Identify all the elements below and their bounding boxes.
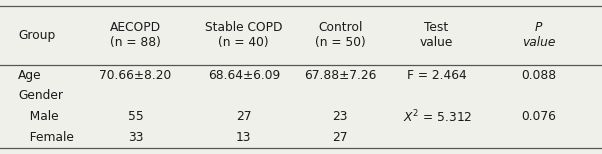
Text: Male: Male bbox=[18, 110, 58, 123]
Text: AECOPD
(n = 88): AECOPD (n = 88) bbox=[110, 21, 161, 49]
Text: Control
(n = 50): Control (n = 50) bbox=[315, 21, 365, 49]
Text: 33: 33 bbox=[128, 131, 143, 144]
Text: 27: 27 bbox=[332, 131, 348, 144]
Text: 0.076: 0.076 bbox=[521, 110, 556, 123]
Text: Female: Female bbox=[18, 131, 74, 144]
Text: 13: 13 bbox=[236, 131, 252, 144]
Text: Group: Group bbox=[18, 29, 55, 42]
Text: 27: 27 bbox=[236, 110, 252, 123]
Text: P
value: P value bbox=[522, 21, 556, 49]
Text: 23: 23 bbox=[332, 110, 348, 123]
Text: 70.66±8.20: 70.66±8.20 bbox=[99, 69, 172, 82]
Text: 55: 55 bbox=[128, 110, 143, 123]
Text: 0.088: 0.088 bbox=[521, 69, 556, 82]
Text: Age: Age bbox=[18, 69, 42, 82]
Text: Stable COPD
(n = 40): Stable COPD (n = 40) bbox=[205, 21, 282, 49]
Text: 68.64±6.09: 68.64±6.09 bbox=[208, 69, 280, 82]
Text: F = 2.464: F = 2.464 bbox=[406, 69, 467, 82]
Text: Gender: Gender bbox=[18, 89, 63, 102]
Text: $X^2$ = 5.312: $X^2$ = 5.312 bbox=[403, 108, 473, 125]
Text: Test
value: Test value bbox=[420, 21, 453, 49]
Text: 67.88±7.26: 67.88±7.26 bbox=[304, 69, 376, 82]
